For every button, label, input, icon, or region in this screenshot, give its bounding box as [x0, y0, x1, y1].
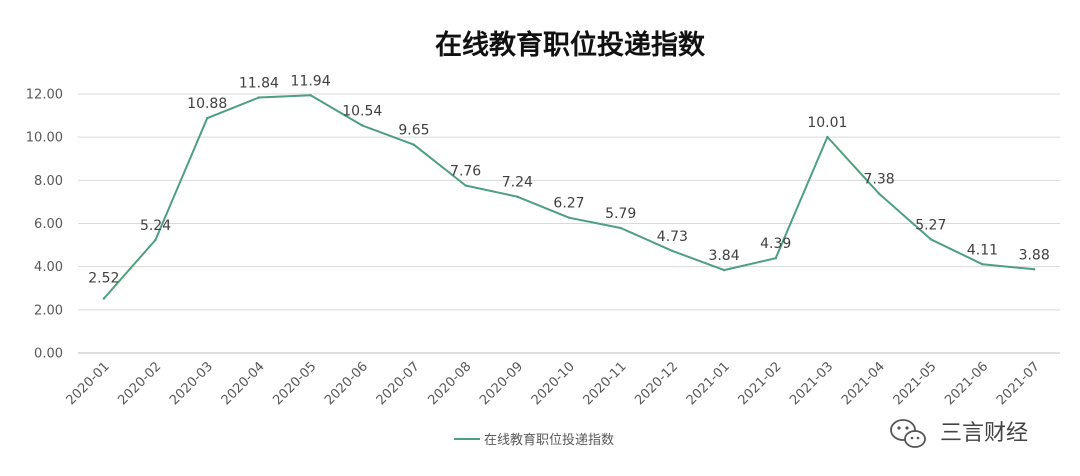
data-label: 3.88 [1019, 247, 1050, 263]
data-point [981, 263, 984, 266]
y-axis-ticks: 0.00 2.00 4.00 6.00 8.00 10.00 12.00 [26, 88, 63, 362]
y-tick-label: 8.00 [34, 174, 63, 189]
data-point [722, 268, 726, 272]
data-label: 10.88 [187, 96, 227, 112]
x-tick-label: 2021-03 [787, 359, 836, 408]
data-point [826, 135, 829, 139]
y-tick-label: 0.00 [34, 347, 63, 362]
x-tick-label: 2020-08 [425, 359, 474, 408]
x-tick-label: 2020-12 [632, 359, 681, 408]
data-label: 2.52 [88, 271, 119, 287]
chart-title: 在线教育职位投递指数 [435, 29, 706, 61]
x-tick-label: 2020-04 [219, 359, 268, 408]
x-tick-label: 2020-01 [64, 359, 113, 408]
x-tick-label: 2020-09 [477, 359, 526, 408]
y-tick-label: 4.00 [34, 260, 63, 275]
data-point [929, 238, 932, 241]
data-label: 9.65 [398, 123, 429, 139]
data-point [257, 96, 261, 99]
x-tick-label: 2020-11 [580, 359, 629, 408]
data-label: 4.11 [967, 242, 998, 258]
x-tick-label: 2020-07 [374, 359, 423, 408]
x-tick-label: 2020-05 [270, 359, 319, 408]
data-label: 7.38 [864, 172, 895, 188]
data-point [774, 257, 777, 260]
data-point [309, 94, 312, 97]
data-labels: 2.52 5.24 10.88 11.84 11.94 10.54 9.65 7.76 7.24… [88, 73, 1049, 286]
legend-label: 在线教育职位投递指数 [484, 432, 614, 448]
data-point [154, 238, 157, 242]
data-point [361, 124, 364, 127]
data-label: 5.79 [605, 206, 636, 222]
data-point [464, 184, 467, 187]
x-tick-label: 2020-02 [115, 359, 164, 408]
data-label: 5.24 [140, 218, 171, 234]
data-label: 5.27 [915, 217, 946, 233]
data-label: 3.84 [708, 248, 739, 264]
data-point [619, 226, 622, 230]
data-label: 7.76 [450, 164, 481, 180]
y-tick-label: 12.00 [26, 88, 63, 103]
y-tick-label: 2.00 [34, 303, 63, 318]
x-tick-label: 2020-06 [322, 359, 371, 408]
x-tick-label: 2021-06 [942, 359, 991, 408]
x-axis-ticks: 2020-01 2020-02 2020-03 2020-04 2020-05 2020-… [64, 359, 1043, 408]
grid-layer [78, 93, 1060, 354]
data-label: 4.39 [760, 236, 791, 252]
y-tick-label: 10.00 [26, 131, 63, 146]
data-label: 4.73 [657, 229, 688, 245]
watermark: 三言财经 [890, 419, 1028, 448]
data-point [1032, 268, 1036, 271]
x-tick-label: 2021-01 [684, 359, 733, 408]
y-tick-label: 6.00 [34, 217, 63, 232]
data-point [877, 192, 881, 195]
x-tick-label: 2021-07 [994, 359, 1043, 408]
wechat-icon [890, 419, 926, 448]
x-tick-label: 2021-05 [891, 359, 940, 408]
data-label: 11.84 [239, 75, 279, 91]
watermark-text: 三言财经 [940, 421, 1028, 446]
data-label: 6.27 [553, 196, 584, 212]
data-label: 7.24 [502, 175, 533, 191]
data-point [206, 116, 209, 120]
data-point [516, 195, 519, 198]
data-label: 10.54 [342, 104, 382, 120]
data-point [412, 143, 416, 146]
legend: 在线教育职位投递指数 [454, 432, 614, 448]
data-point [102, 297, 106, 300]
data-point [567, 216, 571, 219]
data-label: 11.94 [291, 73, 331, 89]
x-tick-label: 2020-10 [529, 359, 578, 408]
x-tick-label: 2020-03 [167, 359, 216, 408]
data-point [671, 249, 674, 253]
series-layer [102, 94, 1036, 300]
data-label: 10.01 [807, 115, 847, 131]
x-tick-label: 2021-02 [736, 359, 785, 408]
x-tick-label: 2021-04 [839, 359, 888, 408]
